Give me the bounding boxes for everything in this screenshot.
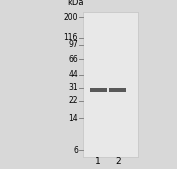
Text: 6: 6 [73,146,78,155]
Bar [83,12,138,157]
Text: 22: 22 [68,96,78,105]
Text: 2: 2 [115,157,121,166]
Text: 44: 44 [68,70,78,79]
Bar [109,88,126,92]
Text: 14: 14 [68,114,78,123]
Text: 31: 31 [68,83,78,92]
Text: 97: 97 [68,40,78,49]
Text: 200: 200 [63,13,78,22]
Text: kDa: kDa [67,0,84,7]
Text: 116: 116 [64,33,78,42]
Text: 1: 1 [95,157,101,166]
Text: 66: 66 [68,55,78,64]
Bar [90,88,107,92]
